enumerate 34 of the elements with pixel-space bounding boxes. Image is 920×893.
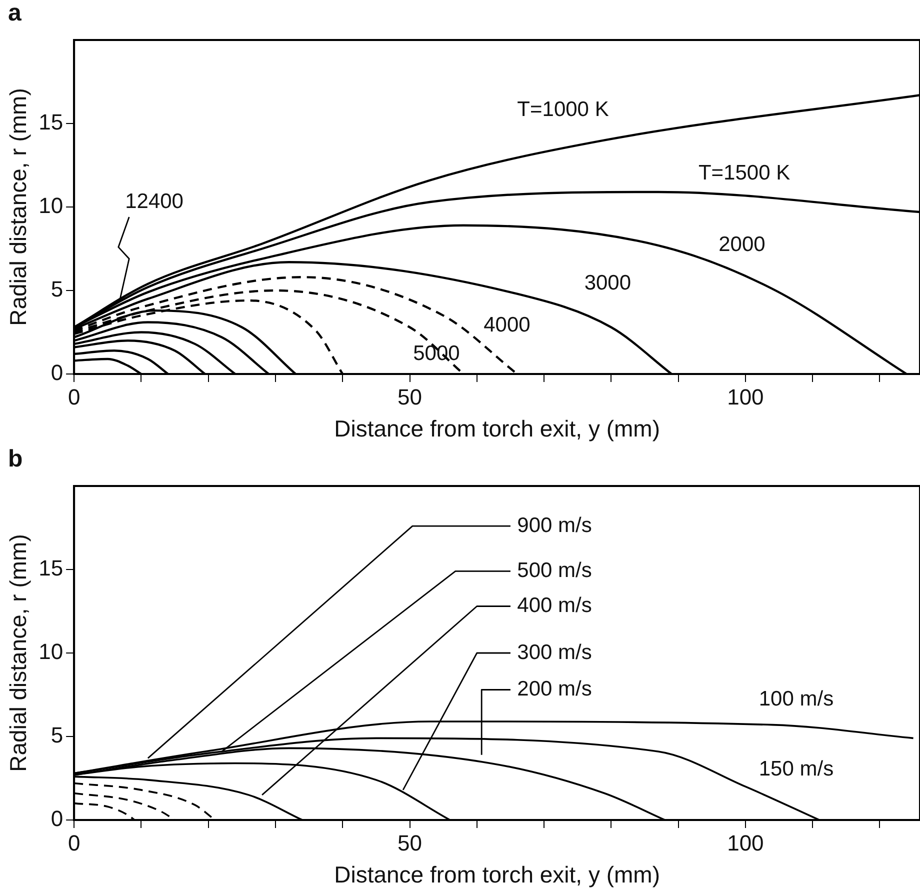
y-tick-label: 10 xyxy=(38,193,64,218)
y-tick-label: 10 xyxy=(38,639,64,664)
series-label: 5000 xyxy=(413,342,460,365)
x-tick-label: 50 xyxy=(398,384,422,410)
y-tick-label: 0 xyxy=(50,806,64,832)
series-label: 100 m/s xyxy=(758,688,834,711)
annotation: 500 m/s xyxy=(517,558,592,582)
x-tick-label: 100 xyxy=(727,830,764,856)
y-tick-label: 15 xyxy=(38,556,64,581)
series-label: 3000 xyxy=(584,272,632,295)
x-tick-label: 0 xyxy=(68,384,80,410)
chart-title: a xyxy=(8,0,22,27)
y-tick-label: 5 xyxy=(50,276,64,302)
x-tick-label: 100 xyxy=(727,384,764,410)
x-axis-title: Distance from torch exit, y (mm) xyxy=(334,862,660,888)
x-tick-label: 50 xyxy=(398,830,422,856)
text: 300 m/s xyxy=(517,640,592,664)
y-tick-label: 15 xyxy=(38,110,64,135)
series-label: 4000 xyxy=(484,313,530,336)
text: 400 m/s xyxy=(517,594,592,618)
y-axis-title: Radial distance, r (mm) xyxy=(5,534,32,772)
text: 200 m/s xyxy=(517,678,592,701)
series-label: T=1500 K xyxy=(698,161,790,184)
annotation: 900 m/s xyxy=(517,514,592,537)
x-tick-label: 0 xyxy=(68,830,80,856)
chart-title: b xyxy=(8,446,23,473)
series-label: 150 m/s xyxy=(758,758,834,781)
y-axis-title: Radial distance, r (mm) xyxy=(5,88,32,326)
series-label: T=1000 K xyxy=(517,98,609,121)
y-tick-label: 5 xyxy=(50,722,64,748)
series-label: 2000 xyxy=(718,233,766,256)
annotation: 12400 xyxy=(125,190,184,213)
x-axis-title: Distance from torch exit, y (mm) xyxy=(334,416,660,442)
y-tick-label: 0 xyxy=(50,360,64,386)
